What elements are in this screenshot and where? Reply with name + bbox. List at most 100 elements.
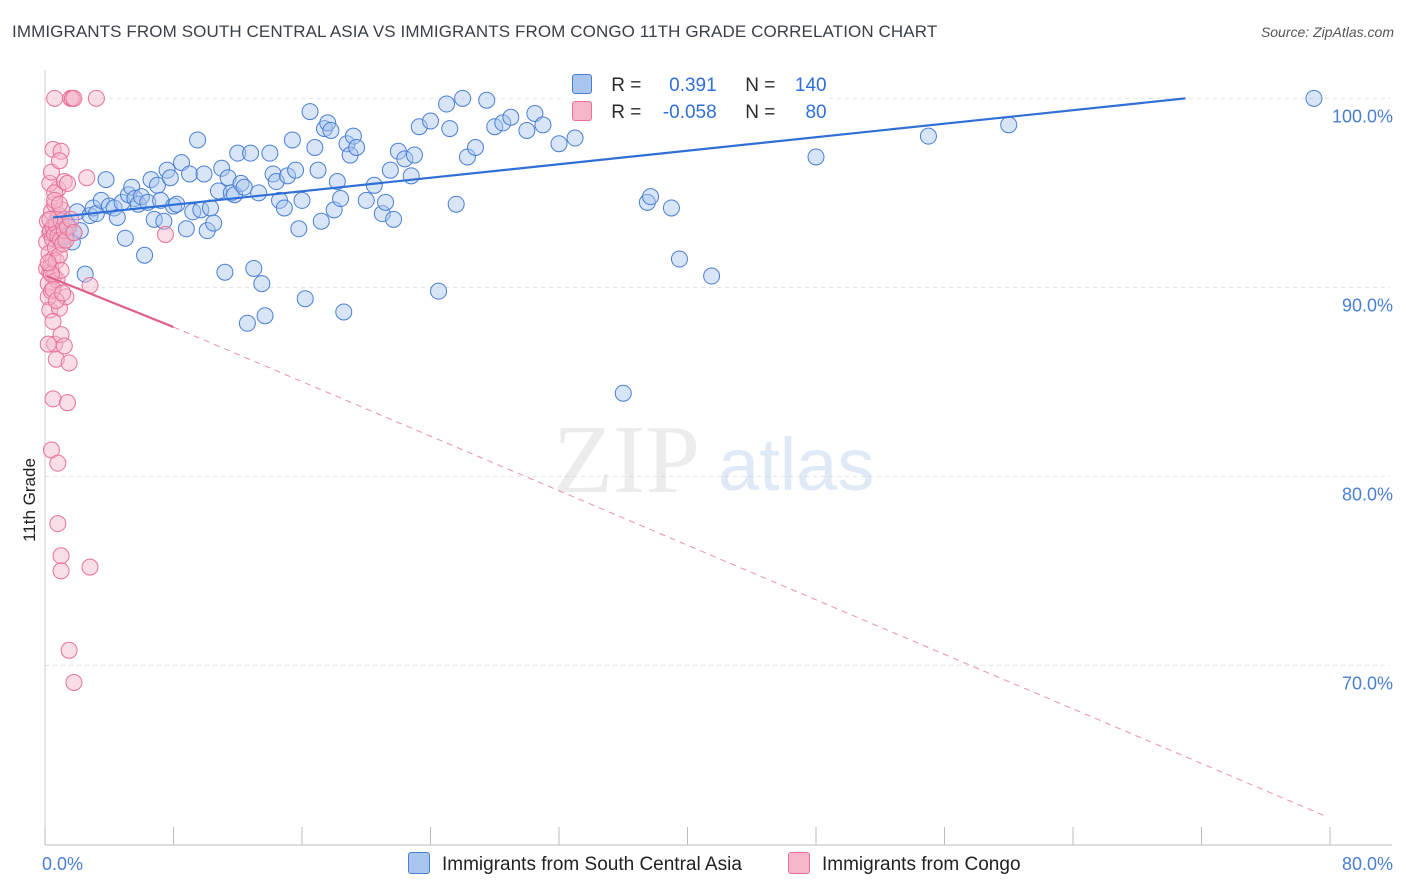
point-south-central-asia bbox=[242, 144, 260, 162]
point-south-central-asia bbox=[466, 139, 484, 156]
legend-item-congo: Immigrants from Congo bbox=[788, 852, 1021, 876]
point-south-central-asia bbox=[377, 193, 395, 211]
trend-line-congo-extrapolated bbox=[173, 326, 1327, 818]
point-south-central-asia bbox=[97, 171, 115, 189]
point-south-central-asia bbox=[614, 384, 632, 402]
y-tick-label: 80.0% bbox=[1342, 484, 1393, 504]
point-congo bbox=[50, 152, 68, 170]
point-congo bbox=[49, 515, 67, 533]
point-south-central-asia bbox=[430, 282, 448, 300]
point-south-central-asia bbox=[235, 178, 253, 196]
point-south-central-asia bbox=[807, 148, 825, 166]
point-south-central-asia bbox=[357, 191, 375, 209]
legend-n-value: 140 bbox=[794, 75, 827, 96]
trend-lines bbox=[46, 97, 1327, 818]
point-south-central-asia bbox=[76, 265, 94, 283]
point-south-central-asia bbox=[396, 150, 414, 168]
point-south-central-asia bbox=[550, 135, 568, 153]
point-south-central-asia bbox=[502, 108, 520, 126]
point-south-central-asia bbox=[670, 250, 688, 268]
point-congo bbox=[44, 280, 62, 298]
point-south-central-asia bbox=[275, 199, 293, 217]
legend-label-congo: Immigrants from Congo bbox=[822, 854, 1021, 875]
trend-line-congo bbox=[46, 275, 174, 329]
point-south-central-asia bbox=[441, 120, 459, 138]
legend-swatch-pink bbox=[572, 101, 592, 121]
point-south-central-asia bbox=[293, 191, 311, 209]
point-south-central-asia bbox=[328, 173, 346, 191]
point-south-central-asia bbox=[195, 165, 213, 183]
point-congo bbox=[65, 673, 83, 691]
legend-r-label: R = bbox=[611, 102, 642, 123]
point-south-central-asia bbox=[161, 169, 179, 187]
point-south-central-asia bbox=[312, 212, 330, 230]
legend-swatch-pink bbox=[788, 852, 810, 874]
legend-r-label: R = bbox=[611, 75, 642, 96]
y-tick-label: 100.0% bbox=[1332, 106, 1393, 126]
source-label: Source: ZipAtlas.com bbox=[1260, 24, 1394, 40]
point-congo bbox=[58, 394, 76, 412]
point-south-central-asia bbox=[348, 139, 366, 156]
point-south-central-asia bbox=[642, 188, 660, 206]
point-congo bbox=[55, 337, 73, 355]
point-congo bbox=[50, 195, 68, 213]
watermark-zip: ZIP bbox=[553, 406, 700, 514]
point-south-central-asia bbox=[478, 91, 496, 109]
point-south-central-asia bbox=[250, 184, 268, 202]
point-congo bbox=[39, 335, 57, 353]
x-tick-label: 0.0% bbox=[42, 854, 83, 874]
point-south-central-asia bbox=[486, 118, 504, 136]
point-congo bbox=[58, 174, 76, 192]
point-south-central-asia bbox=[287, 161, 305, 179]
series-south-central-asia bbox=[44, 89, 1323, 402]
point-south-central-asia bbox=[1000, 116, 1018, 134]
point-south-central-asia bbox=[126, 190, 144, 208]
legend-item-south-central-asia: Immigrants from South Central Asia bbox=[408, 852, 742, 876]
chart-title: IMMIGRANTS FROM SOUTH CENTRAL ASIA VS IM… bbox=[12, 22, 938, 41]
point-congo bbox=[39, 254, 57, 272]
x-tick-labels: 0.0% 80.0% bbox=[42, 854, 1393, 874]
point-congo bbox=[49, 454, 67, 472]
point-south-central-asia bbox=[322, 121, 340, 139]
point-south-central-asia bbox=[410, 118, 428, 136]
point-south-central-asia bbox=[373, 205, 391, 223]
point-south-central-asia bbox=[703, 267, 721, 285]
legend-r-value: 0.391 bbox=[669, 75, 717, 96]
legend-row-congo: R = -0.058 N = 80 bbox=[572, 101, 827, 129]
legend-n-label: N = bbox=[745, 75, 776, 96]
legend-label-south-central-asia: Immigrants from South Central Asia bbox=[442, 854, 742, 875]
point-congo bbox=[41, 210, 59, 228]
point-south-central-asia bbox=[454, 89, 472, 107]
point-south-central-asia bbox=[534, 116, 552, 134]
y-tick-label: 90.0% bbox=[1342, 295, 1393, 315]
watermark-atlas: atlas bbox=[718, 423, 874, 506]
point-south-central-asia bbox=[152, 191, 170, 209]
point-congo bbox=[65, 224, 83, 242]
point-south-central-asia bbox=[447, 195, 465, 213]
point-congo bbox=[47, 350, 65, 368]
point-congo bbox=[54, 284, 72, 302]
legend-swatch-blue bbox=[408, 852, 430, 874]
point-congo bbox=[42, 265, 60, 283]
point-congo bbox=[60, 641, 78, 659]
point-congo bbox=[44, 312, 62, 330]
point-south-central-asia bbox=[213, 159, 231, 177]
y-tick-labels: 70.0% 80.0% 90.0% 100.0% bbox=[1332, 106, 1393, 693]
series-congo bbox=[38, 89, 174, 691]
legend-r-value: -0.058 bbox=[662, 102, 717, 123]
point-south-central-asia bbox=[518, 121, 536, 139]
axes bbox=[44, 70, 1392, 846]
legend-swatch-blue bbox=[572, 74, 592, 94]
point-south-central-asia bbox=[177, 220, 195, 238]
point-south-central-asia bbox=[301, 103, 319, 121]
point-congo bbox=[46, 89, 64, 107]
point-south-central-asia bbox=[662, 199, 680, 217]
point-south-central-asia bbox=[205, 214, 223, 232]
point-south-central-asia bbox=[142, 171, 160, 189]
point-south-central-asia bbox=[229, 144, 247, 162]
point-south-central-asia bbox=[306, 139, 324, 156]
point-south-central-asia bbox=[155, 212, 173, 230]
point-south-central-asia bbox=[566, 129, 584, 147]
legend-n-value: 80 bbox=[805, 102, 827, 123]
point-south-central-asia bbox=[245, 259, 263, 277]
